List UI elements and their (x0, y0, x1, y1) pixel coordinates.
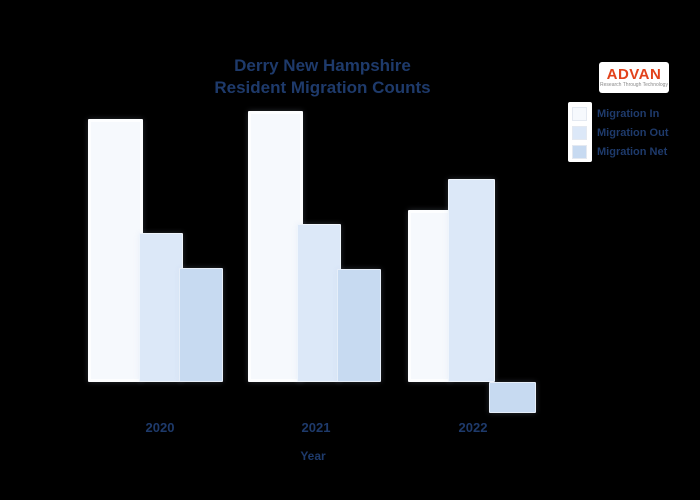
advan-logo-wordmark: ADVAN (606, 65, 662, 83)
x-tick-2021: 2021 (301, 420, 331, 435)
bar-migration-net-2021 (337, 269, 381, 382)
bar-migration-out-2020 (139, 233, 183, 382)
bar-migration-in-2020 (88, 119, 143, 382)
chart-title-line1: Derry New Hampshire (234, 56, 411, 75)
legend-label-migration-in: Migration In (597, 108, 660, 120)
bar-migration-in-2021 (248, 111, 303, 382)
bar-migration-in-2022 (408, 210, 452, 382)
bar-migration-net-2020 (179, 268, 223, 382)
legend-label-migration-out: Migration Out (597, 127, 669, 139)
bar-migration-out-2021 (297, 224, 341, 382)
bar-migration-net-2022 (489, 382, 536, 413)
advan-logo: ADVAN Research Through Technology (599, 62, 669, 93)
chart-title: Derry New Hampshire Resident Migration C… (130, 55, 515, 99)
legend-swatch-migration-net (572, 145, 587, 159)
x-tick-2020: 2020 (145, 420, 175, 435)
x-axis-title: Year (300, 449, 326, 463)
advan-logo-tagline: Research Through Technology (600, 81, 668, 88)
legend-label-migration-net: Migration Net (597, 146, 668, 158)
bar-migration-out-2022 (448, 179, 495, 382)
chart-title-line2: Resident Migration Counts (214, 78, 431, 97)
legend-swatch-migration-in (572, 107, 587, 121)
x-tick-2022: 2022 (458, 420, 488, 435)
legend-swatch-migration-out (572, 126, 587, 140)
